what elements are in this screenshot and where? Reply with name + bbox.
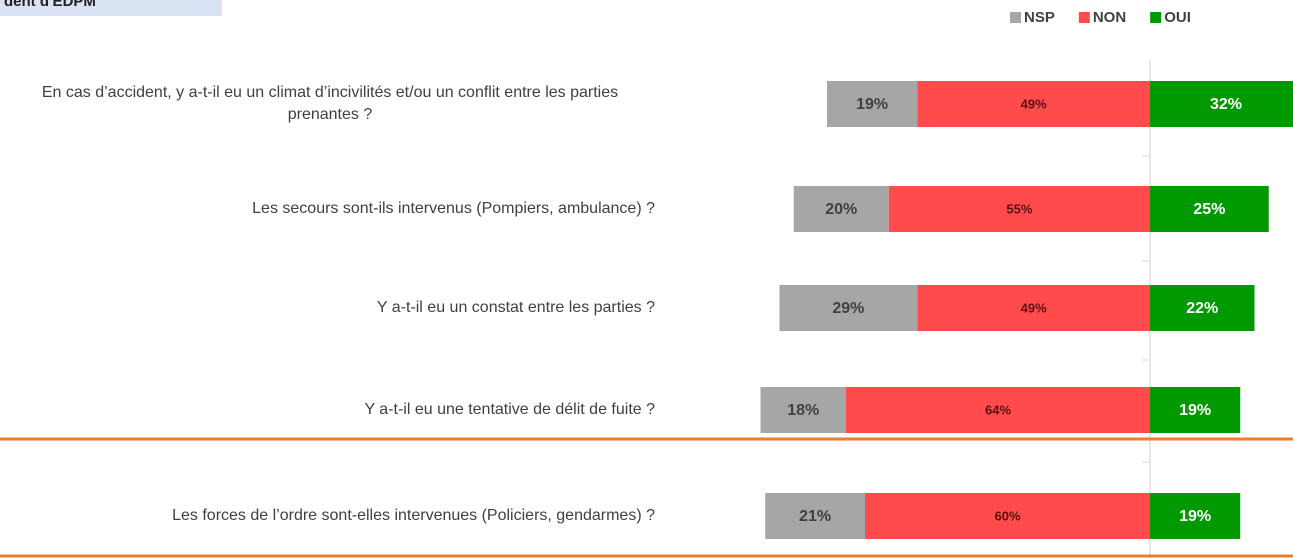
- value-label: 32%: [1210, 96, 1242, 113]
- bar-segment: [917, 285, 1150, 331]
- value-label: 64%: [985, 402, 1011, 417]
- value-label: 49%: [1021, 300, 1047, 315]
- bar-segment: [760, 387, 846, 433]
- bar-segment: [846, 387, 1150, 433]
- bar-segment: [1150, 493, 1241, 539]
- value-label: 20%: [825, 201, 857, 218]
- bar-segment: [827, 81, 918, 127]
- header: dent d'EDPM: [0, 0, 222, 16]
- value-label: 21%: [799, 508, 831, 525]
- bar-segment: [888, 186, 1150, 232]
- value-label: 19%: [856, 96, 888, 113]
- category-label: Les forces de l’ordre sont-elles interve…: [172, 507, 655, 524]
- legend-label: NON: [1093, 9, 1126, 26]
- value-label: 29%: [832, 300, 864, 317]
- category-label: Les secours sont-ils intervenus (Pompier…: [252, 200, 655, 217]
- bar-segment: [1150, 285, 1255, 331]
- value-label: 25%: [1193, 201, 1225, 218]
- legend-label: OUI: [1164, 9, 1191, 26]
- bar-segment: [1150, 387, 1241, 433]
- value-label: 55%: [1006, 201, 1032, 216]
- bar-segment: [779, 285, 918, 331]
- legend-swatch: [1010, 12, 1021, 23]
- bar-segment: [865, 493, 1150, 539]
- value-label: 60%: [994, 508, 1020, 523]
- legend-label: NSP: [1024, 9, 1055, 26]
- bar-segment: [765, 493, 865, 539]
- bar-segment: [793, 186, 889, 232]
- category-label: Y a-t-il eu un constat entre les parties…: [376, 299, 655, 316]
- value-label: 49%: [1021, 96, 1047, 111]
- bar-segment: [917, 81, 1150, 127]
- bar-segment: [1150, 186, 1269, 232]
- category-label: Y a-t-il eu une tentative de délit de fu…: [364, 401, 655, 418]
- value-label: 22%: [1186, 300, 1218, 317]
- value-label: 19%: [1179, 402, 1211, 419]
- value-label: 18%: [787, 402, 819, 419]
- value-label: 19%: [1179, 508, 1211, 525]
- legend-swatch: [1150, 12, 1162, 23]
- bar-segment: [1150, 81, 1293, 127]
- legend-swatch: [1078, 12, 1090, 23]
- category-label: En cas d’accident, y a-t-il eu un climat…: [41, 84, 619, 123]
